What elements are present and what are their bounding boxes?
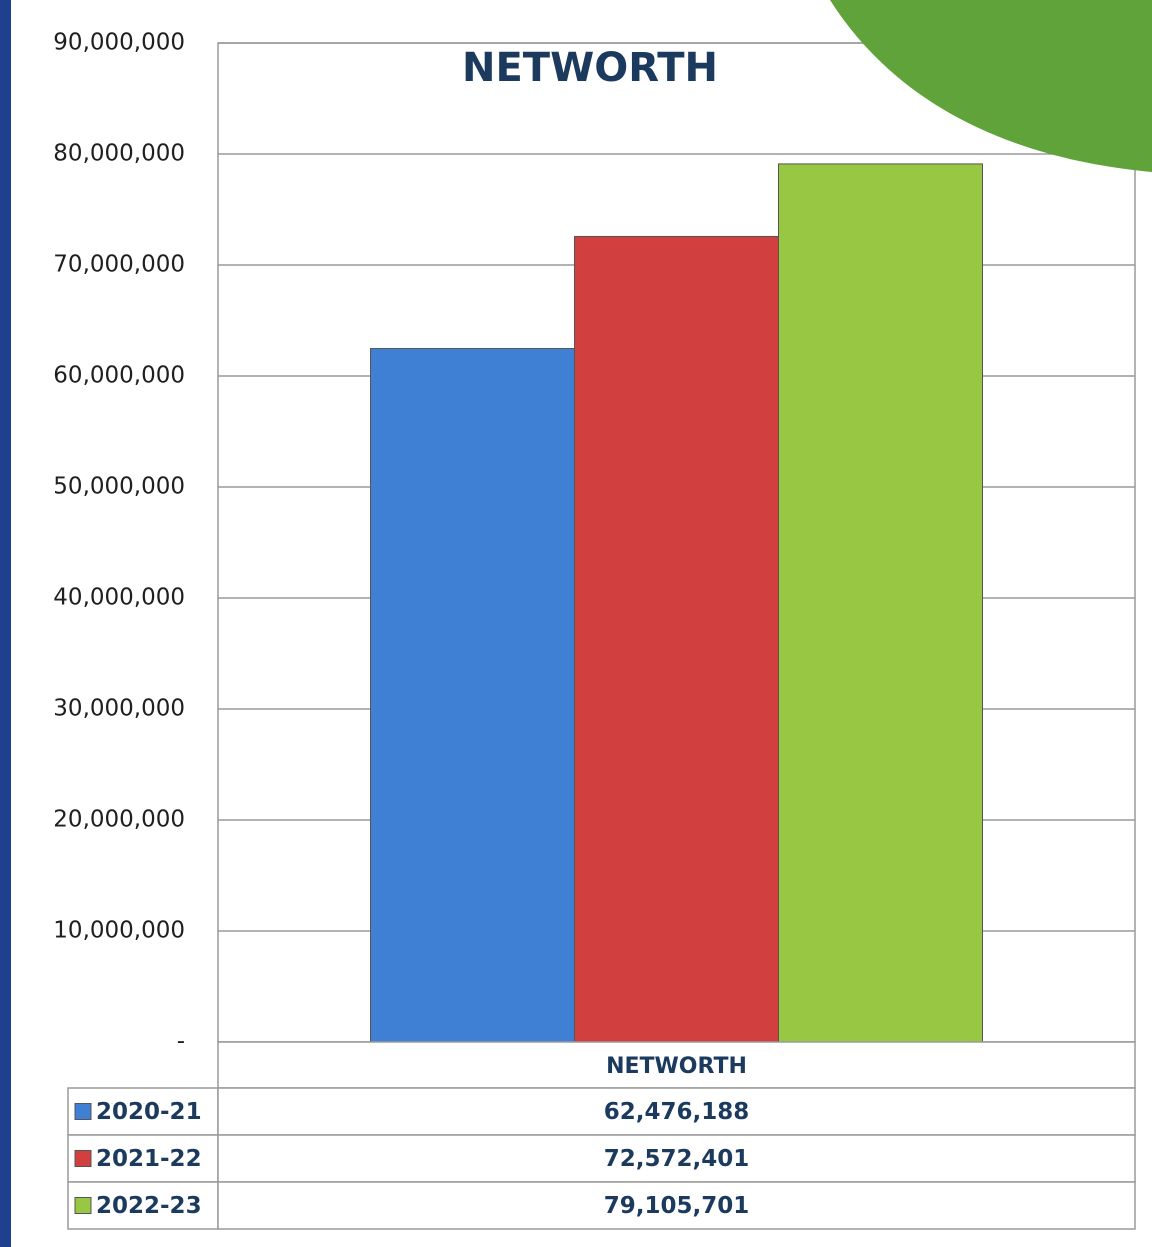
y-tick-label: 90,000,000: [53, 30, 185, 56]
table-name-cell: [67, 1134, 219, 1183]
table-value-cell: [217, 1181, 1136, 1230]
y-tick-label: 80,000,000: [53, 141, 185, 167]
legend-label: 2021-22: [96, 1146, 202, 1172]
y-tick-label: 70,000,000: [53, 252, 185, 278]
legend-swatch: [74, 1197, 92, 1214]
y-tick-label: 30,000,000: [53, 696, 185, 722]
y-tick-label: 60,000,000: [53, 363, 185, 389]
y-tick-label: -: [177, 1029, 185, 1055]
bar: [370, 348, 575, 1043]
bar: [574, 235, 779, 1043]
table-value-cell: [217, 1134, 1136, 1183]
y-tick-label: 10,000,000: [53, 918, 185, 944]
bar: [778, 163, 983, 1043]
data-label: 72,572,401: [604, 1146, 750, 1172]
legend-swatch: [74, 1150, 92, 1167]
legend-swatch: [74, 1103, 92, 1120]
table-header-cell: [217, 1041, 1136, 1089]
legend-label: 2020-21: [96, 1099, 202, 1125]
legend-label: 2022-23: [96, 1193, 202, 1219]
chart-title: NETWORTH: [462, 45, 718, 91]
y-tick-label: 50,000,000: [53, 474, 185, 500]
data-label: 62,476,188: [604, 1099, 750, 1125]
left-border: [0, 0, 11, 1247]
data-label: 79,105,701: [604, 1193, 750, 1219]
table-name-cell: [67, 1087, 219, 1136]
table-value-cell: [217, 1087, 1136, 1136]
table-header: NETWORTH: [606, 1054, 747, 1079]
y-tick-label: 40,000,000: [53, 585, 185, 611]
y-tick-label: 20,000,000: [53, 807, 185, 833]
